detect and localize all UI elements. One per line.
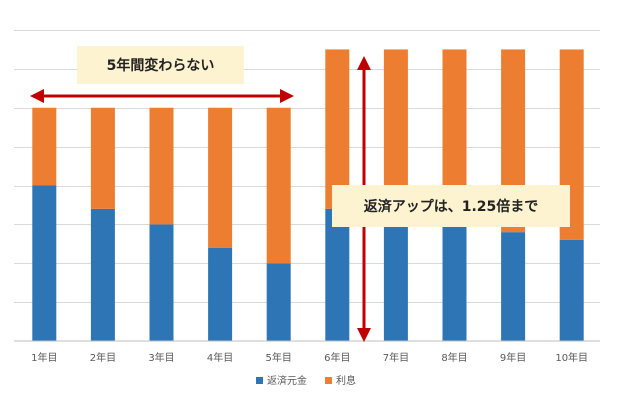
- arrowhead-left: [30, 89, 44, 103]
- x-tick-label: 10年目: [555, 351, 588, 364]
- bar-principal: [559, 239, 584, 341]
- bar-principal: [501, 232, 526, 341]
- callout-box-five-years: [77, 46, 244, 84]
- bar-principal: [442, 224, 467, 341]
- legend-swatch-interest: [325, 377, 332, 384]
- x-tick-label: 9年目: [500, 351, 526, 364]
- x-tick-label: 1年目: [31, 351, 57, 364]
- legend-label-interest: 利息: [336, 374, 356, 387]
- bar-principal: [383, 224, 408, 341]
- bar-interest: [90, 107, 115, 209]
- callout-box-payment-increase: [332, 185, 570, 227]
- x-tick-label: 5年目: [266, 351, 292, 364]
- callout-text-payment-increase: 返済アップは、1.25倍まで: [364, 198, 539, 215]
- annotation-five-years: 5年間変わらない: [30, 46, 294, 103]
- legend-swatch-principal: [256, 377, 263, 384]
- x-tick-label: 8年目: [441, 351, 467, 364]
- bar-interest: [266, 107, 291, 264]
- bar-interest: [208, 107, 233, 248]
- callout-text-five-years: 5年間変わらない: [107, 57, 215, 74]
- bars: [32, 49, 584, 341]
- legend: 返済元金 利息: [256, 374, 356, 387]
- bar-interest: [325, 49, 350, 209]
- x-tick-label: 2年目: [90, 351, 116, 364]
- x-tick-label: 6年目: [324, 351, 350, 364]
- bar-principal: [325, 208, 350, 341]
- x-axis-ticks: 1年目 2年目 3年目 4年目 5年目 6年目 7年目 8年目 9年目 10年目: [31, 351, 588, 364]
- x-tick-label: 3年目: [148, 351, 174, 364]
- bar-principal: [149, 224, 174, 341]
- x-tick-label: 4年目: [207, 351, 233, 364]
- bar-principal: [266, 263, 291, 341]
- annotation-payment-increase: 返済アップは、1.25倍まで: [332, 56, 570, 342]
- bar-principal: [32, 185, 57, 341]
- arrowhead-bottom: [357, 328, 371, 342]
- legend-label-principal: 返済元金: [267, 374, 307, 387]
- bar-interest: [149, 107, 174, 225]
- bar-interest: [32, 107, 57, 186]
- arrowhead-right: [280, 89, 294, 103]
- bar-principal: [90, 208, 115, 341]
- bar-principal: [208, 247, 233, 341]
- x-tick-label: 7年目: [383, 351, 409, 364]
- arrowhead-top: [357, 56, 371, 70]
